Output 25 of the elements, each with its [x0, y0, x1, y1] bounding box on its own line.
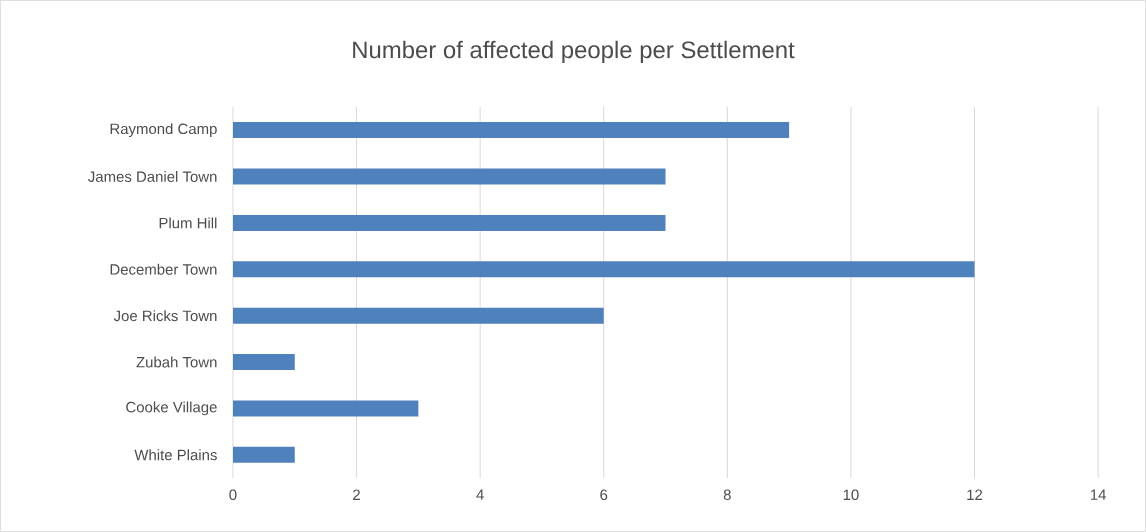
- x-tick-label: 8: [723, 489, 731, 501]
- x-tick-label: 12: [967, 489, 983, 500]
- y-tick-label: Plum Hill: [159, 217, 217, 229]
- bar: [232, 354, 295, 371]
- chart-title: Number of affected people per Settlement: [353, 40, 795, 64]
- y-tick-label: White Plains: [134, 449, 217, 461]
- y-tick-label: James Daniel Town: [88, 171, 217, 183]
- y-tick-label: Joe Ricks Town: [113, 310, 217, 322]
- x-tick-label: 14: [1090, 489, 1106, 500]
- x-tick-label: 6: [600, 489, 608, 501]
- bar: [232, 261, 975, 278]
- y-tick-label: Zubah Town: [136, 356, 217, 368]
- x-tick-label: 0: [229, 489, 237, 501]
- x-tick-label: 4: [476, 489, 484, 500]
- bar: [232, 168, 666, 185]
- y-tick-label: Cooke Village: [126, 401, 217, 416]
- bar: [232, 307, 604, 324]
- y-tick-label: December Town: [110, 263, 217, 275]
- bar: [232, 214, 666, 231]
- x-tick-label: 2: [353, 489, 360, 500]
- x-tick-label: 10: [843, 489, 859, 501]
- bar: [232, 446, 295, 463]
- y-tick-label: Raymond Camp: [110, 123, 217, 138]
- bar: [232, 122, 790, 139]
- bar: [232, 400, 419, 417]
